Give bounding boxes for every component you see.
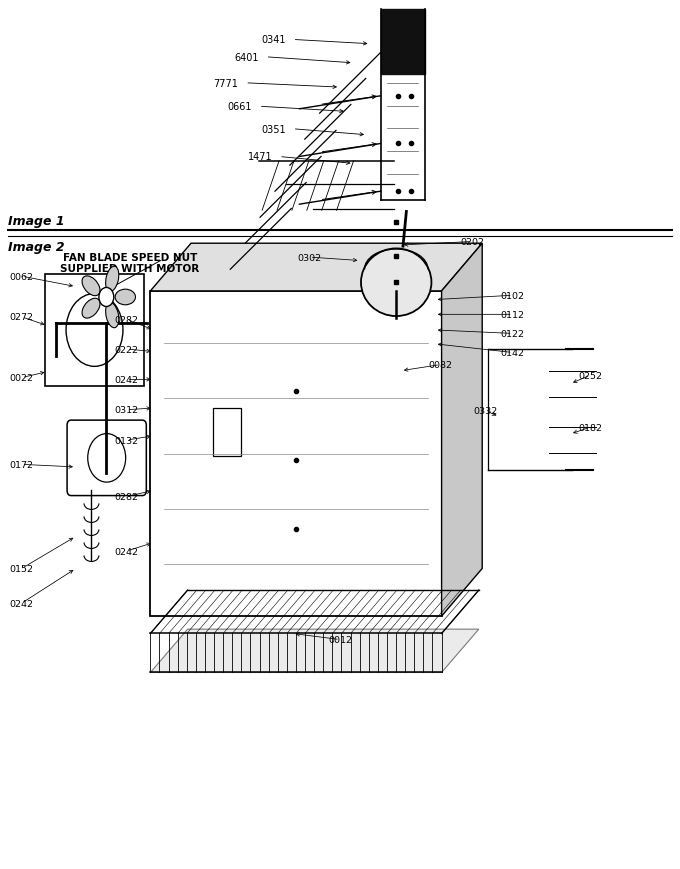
Text: 0062: 0062 [10,272,34,282]
Bar [150,292,441,616]
Polygon shape [381,10,424,75]
Ellipse shape [105,267,119,292]
Text: 0112: 0112 [500,310,525,320]
Text: 0302: 0302 [297,253,322,262]
Text: 1471: 1471 [248,152,272,163]
Text: 0341: 0341 [261,36,286,45]
Text: 0222: 0222 [115,345,139,354]
Text: 0312: 0312 [115,406,139,415]
Ellipse shape [361,249,431,316]
Ellipse shape [115,290,135,305]
Text: Image 1: Image 1 [8,215,65,228]
Text: 7771: 7771 [214,79,239,89]
Text: 0082: 0082 [428,361,452,369]
Text: FAN BLADE SPEED NUT
SUPPLIED WITH MOTOR: FAN BLADE SPEED NUT SUPPLIED WITH MOTOR [61,253,200,274]
Bar [46,275,143,387]
Text: 0172: 0172 [10,461,34,469]
Circle shape [99,289,114,307]
Bar [213,408,241,456]
Text: 0252: 0252 [579,371,602,380]
Text: 0132: 0132 [115,436,139,445]
Ellipse shape [82,276,100,296]
Text: 0102: 0102 [500,291,525,301]
Text: 0182: 0182 [579,423,602,432]
Ellipse shape [105,303,119,328]
Text: Image 2: Image 2 [8,241,65,254]
Text: 0122: 0122 [500,329,525,339]
Polygon shape [441,244,482,616]
Polygon shape [150,244,482,292]
Text: 0202: 0202 [460,238,484,247]
Text: 0142: 0142 [500,348,525,357]
Text: 0152: 0152 [10,564,34,574]
Text: 0272: 0272 [10,313,34,322]
Text: 0332: 0332 [473,407,498,415]
Text: 0242: 0242 [10,599,34,608]
Text: 0242: 0242 [115,547,139,556]
Text: 0022: 0022 [10,374,34,382]
Circle shape [66,295,123,367]
Text: 0282: 0282 [115,315,139,325]
Text: 0661: 0661 [228,102,252,112]
FancyBboxPatch shape [67,421,146,496]
Polygon shape [150,629,479,673]
Text: 0282: 0282 [115,493,139,501]
Circle shape [88,434,126,482]
Text: 6401: 6401 [234,53,258,63]
Text: 0242: 0242 [115,375,139,384]
Text: 0351: 0351 [261,124,286,135]
Text: 0012: 0012 [328,635,352,644]
Ellipse shape [82,299,100,319]
